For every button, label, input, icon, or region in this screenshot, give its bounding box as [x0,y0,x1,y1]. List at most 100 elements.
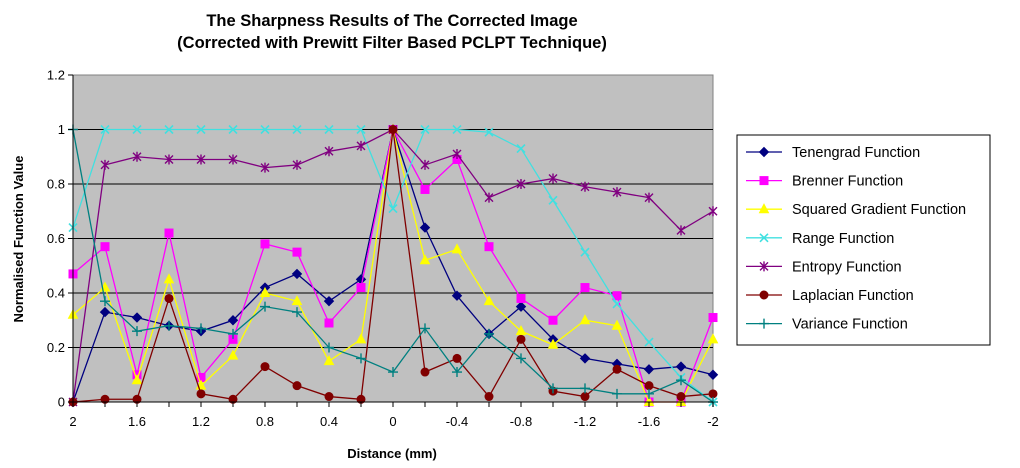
data-point-variance-function [420,323,430,334]
data-point-entropy-function [132,151,142,162]
legend-label: Entropy Function [792,259,902,275]
data-point-laplacian-function [644,381,654,391]
data-point-tenengrad-function [451,290,463,301]
data-point-entropy-function [580,181,590,192]
data-point-entropy-function [644,192,654,203]
y-tick-label: 1.2 [47,68,65,83]
data-point-range-function [420,124,430,135]
data-point-variance-function [516,353,526,364]
data-point-laplacian-function [260,362,270,372]
data-point-range-function [516,144,526,154]
data-point-entropy-function [292,159,302,170]
data-point-range-function [100,124,110,135]
data-point-brenner-function [484,242,494,252]
y-tick-label: 1 [58,122,65,137]
x-axis-ticks: 2 1.6 1.2 0.8 0.4 0 -0.4 -0.8 -1.2 -1.6 -2 [69,402,719,429]
data-point-range-function [452,124,462,135]
y-axis-title: Normalised Function Value [11,156,26,323]
data-point-range-function [324,124,334,135]
data-point-brenner-function [292,247,302,257]
legend: Tenengrad Function Brenner Function Square… [736,134,991,346]
data-point-variance-function [676,375,686,386]
data-point-variance-function [228,328,238,339]
x-tick-label: 1.2 [192,414,210,429]
legend-item-entropy-function: Entropy Function [746,259,902,275]
series-laplacian-function [68,125,718,407]
data-point-brenner-function [420,184,430,194]
legend-label: Brenner Function [792,174,903,190]
legend-label: Variance Function [792,317,908,333]
data-point-brenner-function [708,313,718,323]
data-point-brenner-function [260,239,270,249]
data-point-squared-gradient-function [515,325,527,336]
data-point-laplacian-function [164,293,174,303]
chart-subtitle: (Corrected with Prewitt Filter Based PCL… [177,34,607,52]
data-point-laplacian-function [388,125,398,134]
legend-label: Laplacian Function [792,288,914,304]
x-tick-label: -2 [707,414,719,429]
y-tick-label: 0.4 [47,286,65,301]
x-axis-title: Distance (mm) [347,446,437,461]
legend-item-squared-gradient-function: Squared Gradient Function [746,202,966,218]
x-tick-label: 2 [69,414,76,429]
legend-swatch-marker [759,176,769,186]
data-point-entropy-function [676,225,686,236]
data-point-squared-gradient-function [259,286,271,297]
data-point-squared-gradient-function [707,333,719,344]
data-point-range-function [644,337,654,347]
data-point-brenner-function [548,315,558,325]
data-point-range-function [612,299,622,309]
data-point-entropy-function [708,206,718,217]
x-tick-label: -0.8 [510,414,532,429]
legend-label: Squared Gradient Function [792,202,966,218]
data-point-entropy-function [516,179,526,189]
x-tick-label: -1.2 [574,414,596,429]
data-point-variance-function [292,307,302,318]
data-point-laplacian-function [196,389,206,399]
data-point-variance-function [388,367,398,378]
data-point-range-function [484,127,494,137]
data-point-tenengrad-function [675,361,687,372]
data-point-squared-gradient-function [579,314,591,325]
data-point-entropy-function [420,159,430,170]
data-point-tenengrad-function [291,268,303,280]
data-point-brenner-function [324,318,334,328]
legend-swatch-marker [759,318,769,329]
data-point-brenner-function [100,242,110,252]
data-point-squared-gradient-function [611,319,623,330]
legend-swatch-marker [759,290,769,300]
data-point-range-function [228,124,238,135]
legend-item-laplacian-function: Laplacian Function [746,288,914,304]
data-point-entropy-function [548,173,558,184]
series-layer [67,123,719,408]
x-tick-label: 0.4 [320,414,338,429]
data-point-range-function [132,124,142,135]
data-point-variance-function [356,353,366,364]
data-point-squared-gradient-function [291,295,303,306]
data-point-range-function [164,124,174,135]
data-point-variance-function [196,323,206,334]
data-point-variance-function [324,342,334,353]
legend-label: Range Function [792,231,894,247]
data-point-entropy-function [228,154,238,165]
legend-label: Tenengrad Function [792,145,920,161]
data-point-squared-gradient-function [419,254,431,265]
data-point-tenengrad-function [227,315,239,326]
data-point-entropy-function [324,146,334,157]
data-point-entropy-function [612,187,622,198]
data-point-range-function [356,124,366,135]
legend-swatch-marker [758,203,770,214]
data-point-brenner-function [516,293,526,303]
x-tick-label: 0 [389,414,396,429]
y-axis-ticks: 0 0.2 0.4 0.6 0.8 1 1.2 [47,68,73,410]
data-point-squared-gradient-function [227,349,239,360]
data-point-tenengrad-function [323,295,335,307]
data-point-tenengrad-function [707,369,719,380]
data-point-tenengrad-function [579,353,591,364]
legend-item-brenner-function: Brenner Function [746,174,903,190]
data-point-laplacian-function [292,381,302,391]
legend-item-range-function: Range Function [746,231,894,247]
y-tick-label: 0.6 [47,231,65,246]
data-point-range-function [388,203,398,214]
data-point-laplacian-function [420,367,430,377]
